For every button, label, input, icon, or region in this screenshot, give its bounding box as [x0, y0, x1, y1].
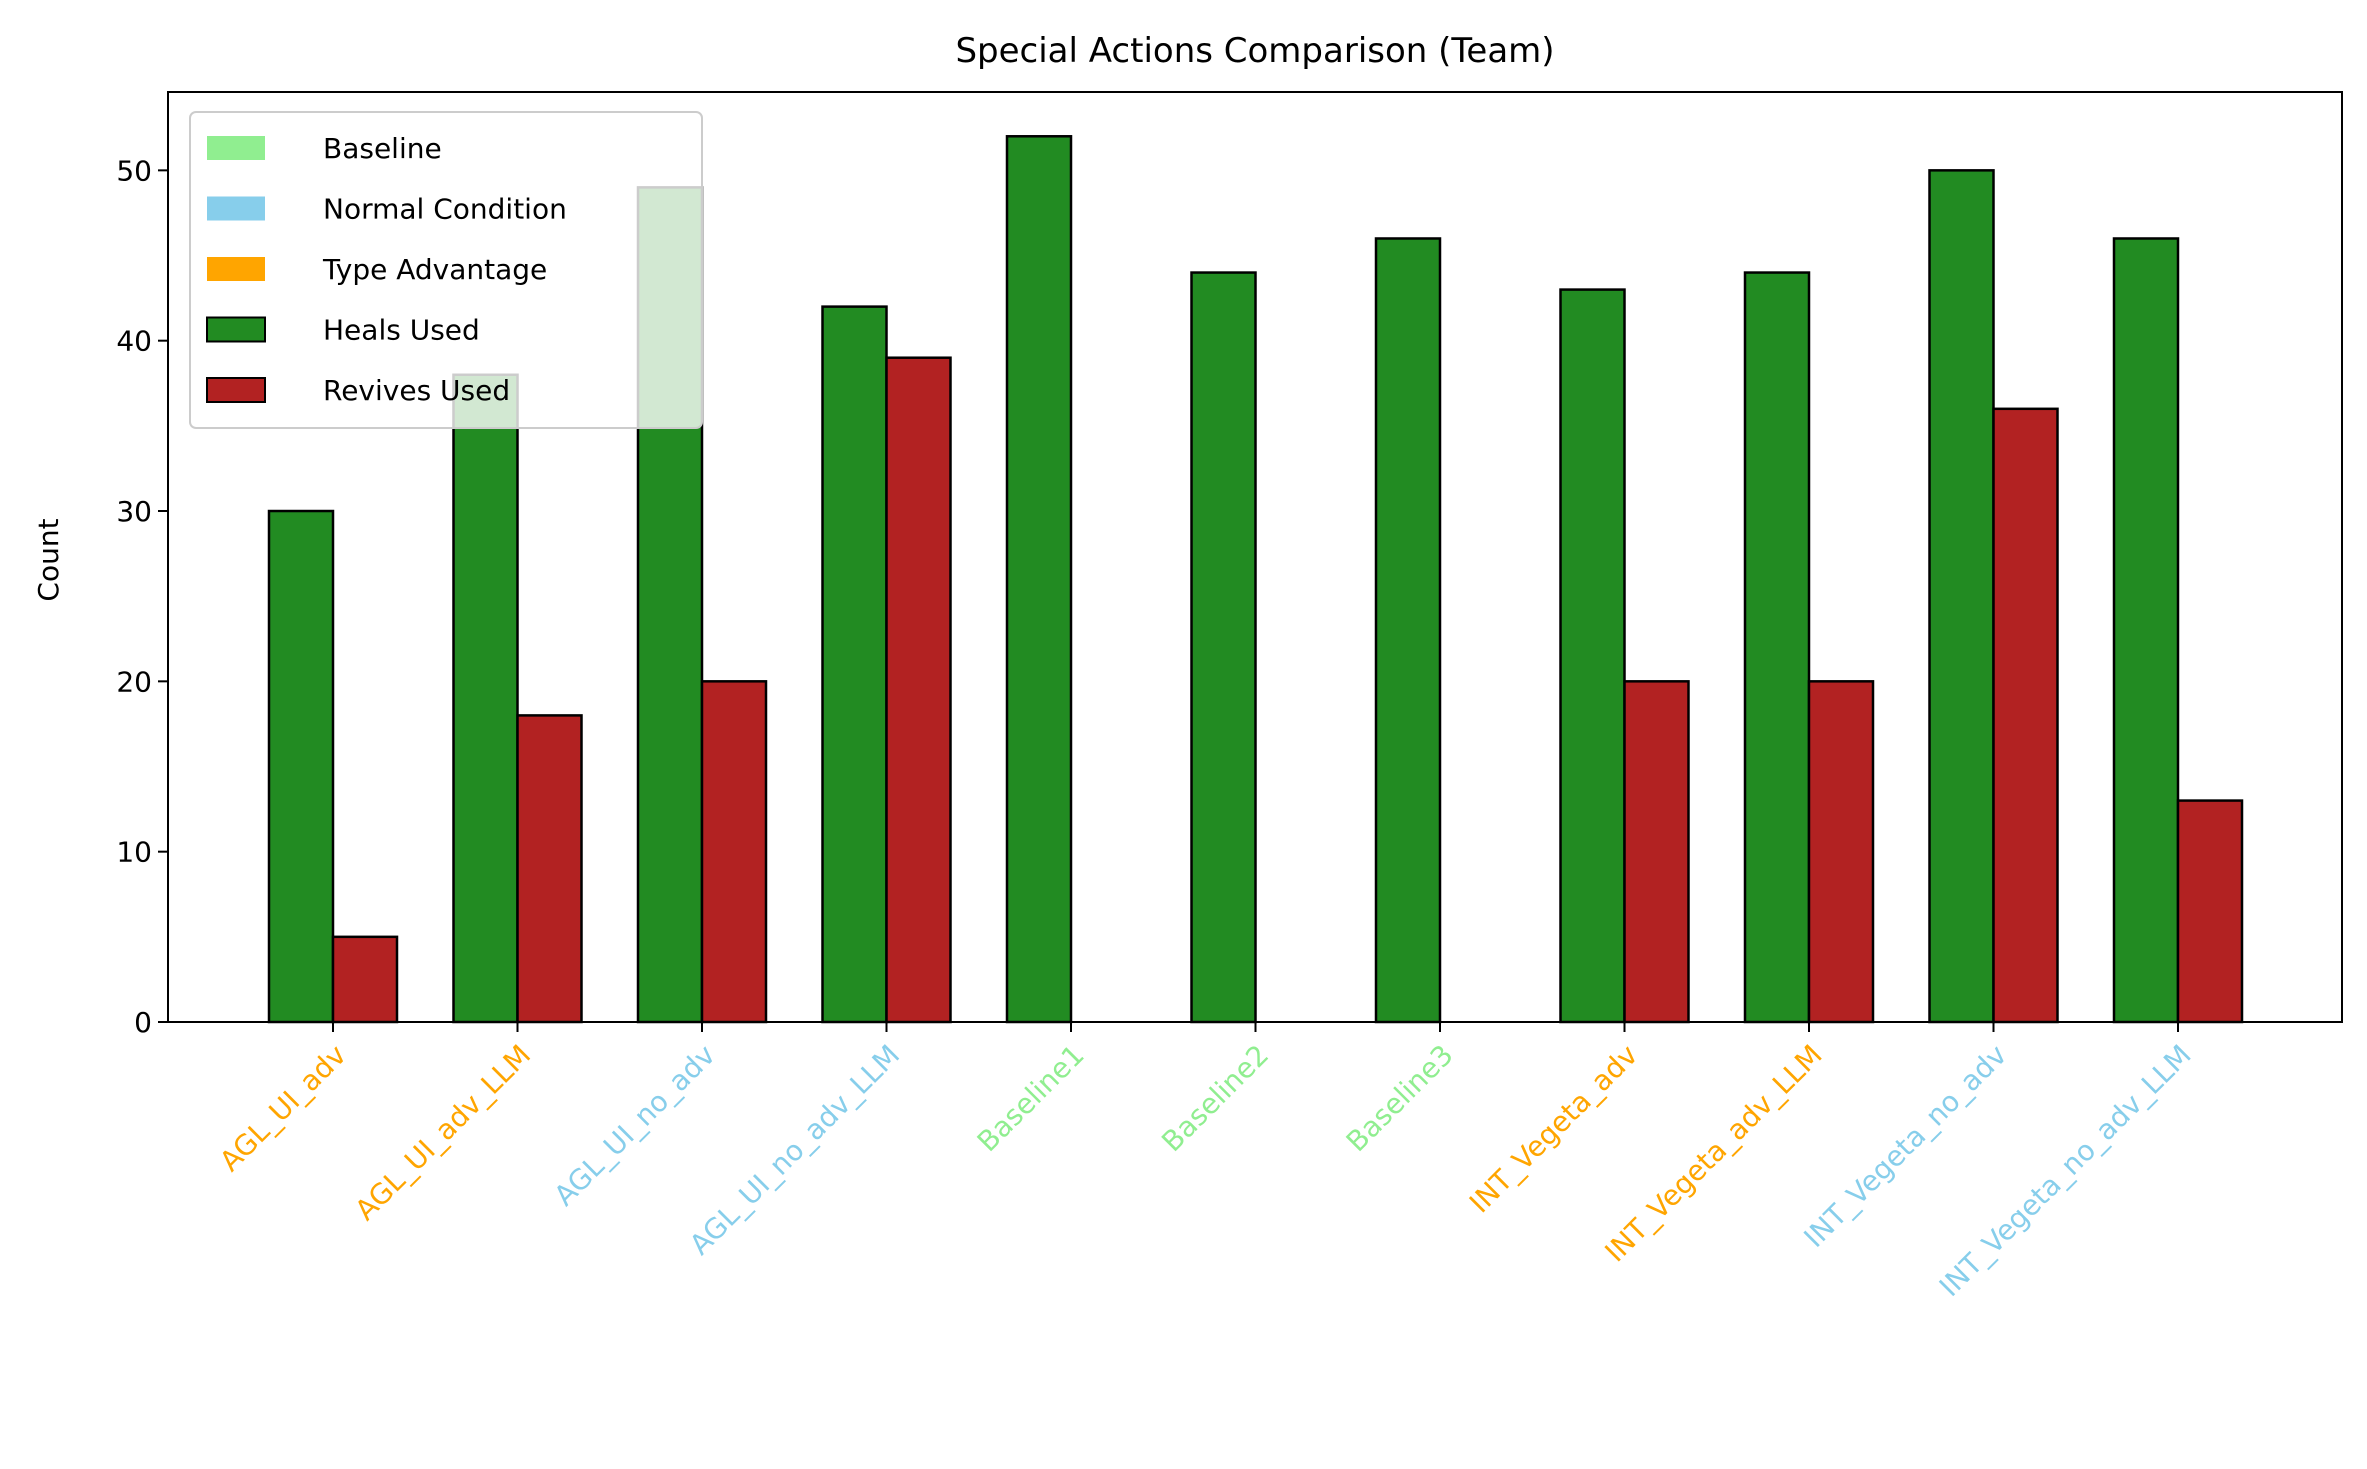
bar-revives-used-8 — [1807, 680, 1875, 1024]
bar-heals-used-5 — [1190, 271, 1257, 1024]
y-tick-label: 30 — [116, 495, 152, 528]
bar-heals-used-6 — [1374, 237, 1442, 1024]
y-tick-label: 0 — [134, 1006, 152, 1039]
bar-revives-used-1 — [516, 714, 583, 1024]
legend: Baseline Normal Condition Type Advantage He… — [189, 111, 703, 429]
y-tick-label: 40 — [116, 325, 152, 358]
y-tick-label: 50 — [116, 154, 152, 187]
legend-swatch — [207, 136, 265, 160]
bar-heals-used-4 — [1005, 135, 1073, 1024]
plot-frame — [167, 91, 2343, 1023]
bar-heals-used-8 — [1743, 271, 1811, 1024]
bar-revives-used-7 — [1623, 680, 1690, 1024]
y-tick-label: 20 — [116, 665, 152, 698]
bar-heals-used-9 — [1928, 169, 1995, 1024]
bar-revives-used-9 — [1992, 407, 2059, 1024]
legend-swatch — [206, 316, 266, 343]
bar-heals-used-1 — [452, 373, 519, 1024]
legend-swatch — [207, 257, 265, 281]
bar-heals-used-10 — [2112, 237, 2180, 1024]
y-axis-ticks: 0 10 20 30 40 50 — [116, 154, 168, 1039]
bar-revives-used-2 — [700, 680, 768, 1024]
bar-revives-used-3 — [885, 356, 952, 1024]
legend-label: Revives Used — [323, 374, 510, 407]
bar-heals-used-7 — [1559, 288, 1626, 1024]
legend-label: Baseline — [323, 132, 442, 165]
bar-heals-used-3 — [821, 305, 888, 1024]
legend-label: Normal Condition — [323, 193, 567, 226]
bars-layer — [267, 135, 2244, 1024]
legend-frame — [189, 111, 703, 429]
bar-revives-used-10 — [2176, 799, 2244, 1024]
legend-swatch — [207, 196, 265, 221]
y-tick-label: 10 — [116, 836, 152, 869]
legend-label: Type Advantage — [322, 253, 547, 286]
legend-label: Heals Used — [323, 314, 480, 347]
bar-heals-used-0 — [267, 509, 335, 1024]
chart-title: Special Actions Comparison (Team) — [955, 31, 1554, 71]
legend-swatch — [206, 377, 266, 403]
y-axis-label: Count — [32, 518, 65, 601]
bar-revives-used-0 — [331, 935, 399, 1024]
